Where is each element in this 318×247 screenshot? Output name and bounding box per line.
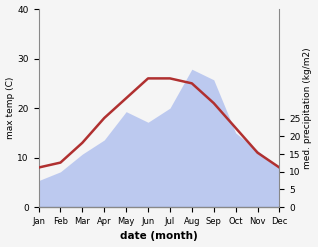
X-axis label: date (month): date (month)	[120, 231, 198, 242]
Y-axis label: med. precipitation (kg/m2): med. precipitation (kg/m2)	[303, 47, 313, 169]
Y-axis label: max temp (C): max temp (C)	[5, 77, 15, 139]
